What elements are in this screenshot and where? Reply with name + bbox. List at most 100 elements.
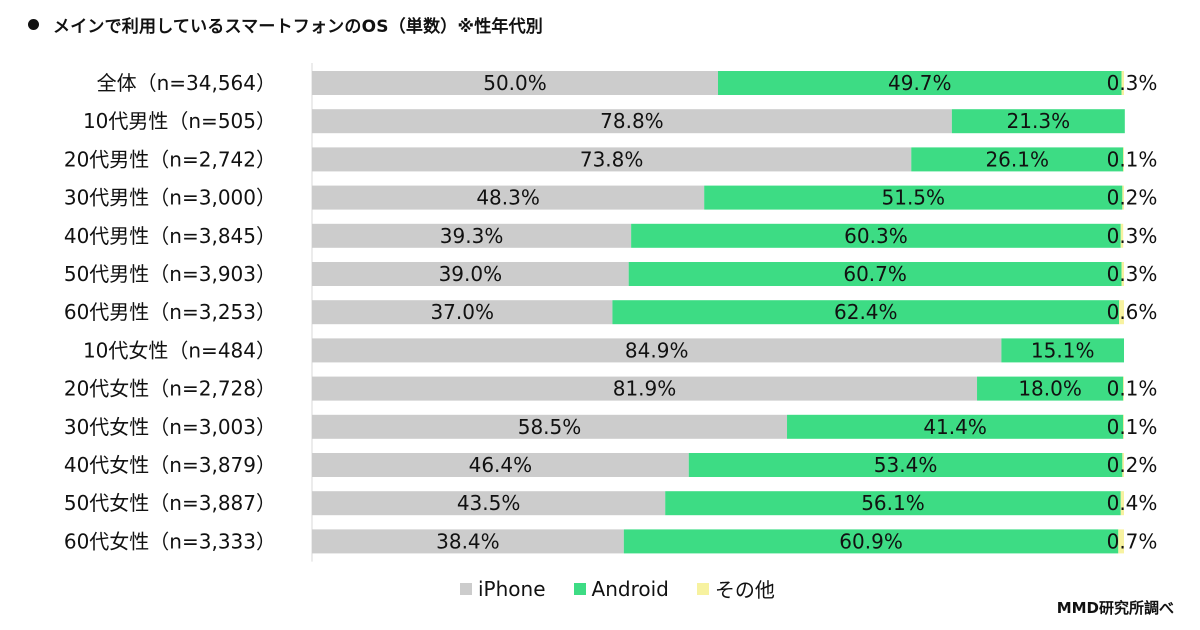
- data-label-iphone: 43.5%: [457, 491, 521, 515]
- data-label-android: 53.4%: [874, 453, 938, 477]
- data-label-iphone: 78.8%: [600, 109, 664, 133]
- data-label-android: 62.4%: [834, 300, 898, 324]
- data-label-other: 0.6%: [1107, 300, 1158, 324]
- bar-segment-android: [628, 262, 1122, 286]
- data-label-android: 18.0%: [1018, 377, 1082, 401]
- bar-segment-android: [977, 376, 1124, 401]
- bar-segment-iphone: [312, 453, 689, 477]
- bullet-icon: [28, 19, 39, 30]
- data-label-android: 49.7%: [888, 71, 952, 95]
- category-label: 10代男性（n=505）: [83, 109, 276, 133]
- data-label-other: 0.3%: [1107, 224, 1158, 248]
- category-label: 50代男性（n=3,903）: [64, 262, 276, 286]
- category-label: 50代女性（n=3,887）: [64, 491, 276, 515]
- bar-segment-other: [1120, 223, 1124, 248]
- data-label-other: 0.1%: [1107, 377, 1158, 401]
- bar-segment-iphone: [312, 147, 912, 172]
- data-label-android: 21.3%: [1007, 109, 1071, 133]
- legend-swatch-android: [573, 582, 586, 595]
- bar-segment-other: [1123, 376, 1124, 401]
- data-label-other: 0.7%: [1107, 529, 1158, 553]
- legend-item-android: Android: [573, 576, 669, 601]
- data-label-iphone: 84.9%: [625, 338, 689, 362]
- data-label-iphone: 37.0%: [430, 300, 494, 324]
- chart-title: メインで利用しているスマートフォンのOS（単数）※性年代別: [28, 12, 543, 37]
- data-label-android: 26.1%: [985, 147, 1049, 171]
- bar-segment-android: [787, 414, 1124, 439]
- data-label-iphone: 38.4%: [436, 529, 500, 553]
- bar-segment-android: [718, 71, 1122, 95]
- legend-swatch-iphone: [460, 582, 472, 595]
- data-label-other: 0.4%: [1107, 491, 1158, 515]
- category-label: 60代男性（n=3,253）: [64, 300, 276, 324]
- data-label-iphone: 73.8%: [580, 147, 644, 171]
- data-label-iphone: 39.0%: [439, 262, 503, 286]
- bar-segment-android: [704, 185, 1123, 210]
- bar-segment-android: [612, 300, 1120, 325]
- data-label-other: 0.3%: [1107, 262, 1158, 286]
- legend-label-other: その他: [714, 578, 775, 602]
- data-label-iphone: 46.4%: [469, 453, 533, 477]
- bar-segment-android: [911, 147, 1124, 172]
- bar-segment-other: [1120, 491, 1124, 516]
- bar-segment-other: [1121, 71, 1124, 95]
- bar-segment-iphone: [312, 185, 705, 210]
- bar-segment-other: [1121, 262, 1124, 286]
- data-label-android: 60.9%: [839, 529, 903, 553]
- category-label: 20代男性（n=2,742）: [64, 147, 276, 171]
- legend-item-other: その他: [696, 574, 775, 603]
- data-label-iphone: 39.3%: [440, 224, 504, 248]
- data-label-iphone: 81.9%: [613, 377, 677, 401]
- bar-segment-other: [1122, 185, 1124, 210]
- bar-segment-other: [1123, 414, 1124, 439]
- bar-segment-iphone: [312, 300, 613, 325]
- category-label: 60代女性（n=3,333）: [64, 529, 276, 553]
- bar-segment-iphone: [312, 109, 952, 134]
- bar-segment-other: [1119, 300, 1124, 325]
- bar-segment-android: [665, 491, 1121, 516]
- data-label-android: 60.3%: [844, 224, 908, 248]
- bar-segment-android: [951, 109, 1125, 134]
- bar-segment-android: [1001, 338, 1124, 363]
- category-label: 40代女性（n=3,879）: [64, 453, 276, 477]
- data-label-android: 60.7%: [843, 262, 907, 286]
- bar-segment-iphone: [312, 71, 718, 95]
- data-label-other: 0.1%: [1107, 147, 1158, 171]
- category-label: 30代女性（n=3,003）: [64, 415, 276, 439]
- bar-segment-iphone: [312, 262, 629, 286]
- category-label: 10代女性（n=484）: [83, 338, 276, 362]
- data-label-iphone: 50.0%: [483, 71, 547, 95]
- bar-segment-iphone: [312, 529, 624, 554]
- bar-segment-iphone: [312, 338, 1002, 363]
- legend-swatch-other: [696, 582, 709, 595]
- category-label: 40代男性（n=3,845）: [64, 224, 276, 248]
- chart-title-text: メインで利用しているスマートフォンのOS（単数）※性年代別: [53, 17, 544, 37]
- bar-segment-iphone: [312, 376, 978, 401]
- legend-item-iphone: iPhone: [460, 577, 546, 601]
- bar-segment-other: [1118, 529, 1124, 554]
- data-label-other: 0.2%: [1107, 453, 1158, 477]
- bar-segment-android: [631, 223, 1121, 248]
- bar-segment-iphone: [312, 414, 788, 439]
- category-label: 20代女性（n=2,728）: [64, 377, 276, 401]
- legend-label-android: Android: [591, 576, 669, 601]
- bar-segment-iphone: [312, 491, 666, 516]
- legend: iPhone Android その他: [460, 574, 775, 603]
- data-label-iphone: 48.3%: [476, 186, 540, 210]
- data-label-android: 41.4%: [923, 415, 987, 439]
- bar-segment-iphone: [312, 223, 632, 248]
- data-label-android: 51.5%: [882, 186, 946, 210]
- bar-segment-android: [688, 453, 1123, 477]
- category-label: 30代男性（n=3,000）: [64, 186, 276, 210]
- data-label-iphone: 58.5%: [518, 415, 582, 439]
- data-label-other: 0.1%: [1107, 415, 1158, 439]
- category-label: 全体（n=34,564）: [97, 71, 276, 95]
- bar-segment-android: [623, 529, 1119, 554]
- data-label-other: 0.2%: [1107, 186, 1158, 210]
- legend-label-iphone: iPhone: [478, 576, 546, 601]
- bar-segment-other: [1123, 147, 1124, 172]
- data-label-android: 56.1%: [861, 491, 925, 515]
- bar-segment-other: [1122, 453, 1124, 477]
- source-credit: MMD研究所調べ: [1056, 599, 1174, 617]
